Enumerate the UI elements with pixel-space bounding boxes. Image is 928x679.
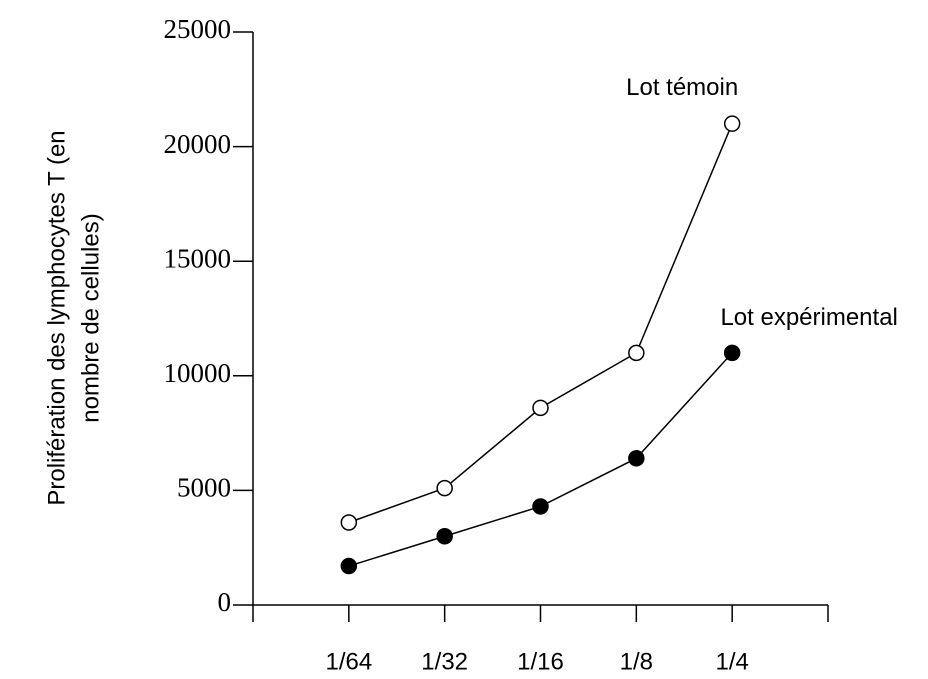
x-tick-label: 1/4 bbox=[715, 648, 748, 675]
y-axis-title: Prolifération des lymphocytes T (en nomb… bbox=[43, 130, 104, 505]
data-point bbox=[628, 344, 645, 362]
y-tick-label: 25000 bbox=[164, 14, 232, 44]
data-point bbox=[340, 514, 358, 531]
y-tick-label: 20000 bbox=[164, 129, 232, 159]
y-tick-label: 5000 bbox=[177, 473, 231, 503]
y-tick-label: 10000 bbox=[164, 358, 232, 388]
data-point bbox=[723, 115, 741, 132]
data-point bbox=[532, 399, 549, 417]
series-label: Lot témoin bbox=[626, 74, 738, 101]
data-point bbox=[436, 479, 453, 497]
series-line bbox=[348, 352, 733, 567]
y-tick-label: 0 bbox=[218, 587, 232, 617]
data-point bbox=[436, 527, 453, 545]
data-point bbox=[340, 557, 358, 575]
data-point bbox=[628, 450, 645, 467]
data-point bbox=[723, 344, 741, 362]
data-point bbox=[532, 498, 549, 515]
series-label: Lot expérimental bbox=[720, 304, 897, 331]
series-line bbox=[348, 123, 733, 524]
y-axis-title-line: nombre de cellules) bbox=[77, 213, 104, 422]
x-tick-label: 1/16 bbox=[517, 648, 564, 675]
x-tick-label: 1/32 bbox=[421, 648, 468, 675]
x-tick-label: 1/8 bbox=[620, 648, 653, 675]
x-tick-label: 1/64 bbox=[325, 648, 372, 675]
y-axis-title-line: Prolifération des lymphocytes T (en bbox=[43, 130, 70, 505]
y-tick-label: 15000 bbox=[164, 243, 232, 273]
